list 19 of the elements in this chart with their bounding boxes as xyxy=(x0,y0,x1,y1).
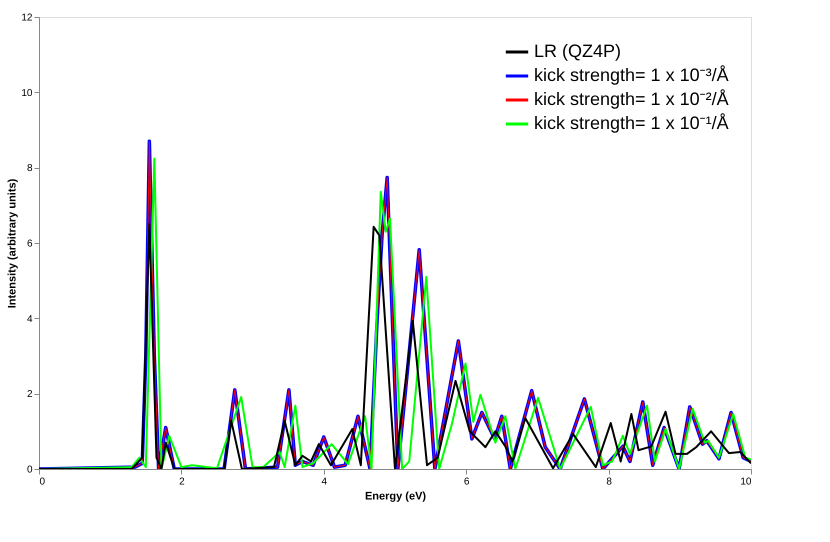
x-tick-label: 0 xyxy=(40,476,46,488)
legend-label: LR (QZ4P) xyxy=(534,41,622,61)
x-tick-label: 6 xyxy=(464,476,470,488)
y-tick-label: 0 xyxy=(26,464,33,476)
y-tick-label: 4 xyxy=(26,314,33,325)
y-tick-label: 8 xyxy=(26,163,33,174)
x-tick-label: 4 xyxy=(322,476,328,488)
legend-label: kick strength= 1 x 10⁻³/Å xyxy=(534,65,729,85)
y-tick-label: 6 xyxy=(26,238,33,250)
y-tick-label: 2 xyxy=(26,389,33,400)
x-tick-label: 10 xyxy=(740,476,752,488)
y-tick-label: 10 xyxy=(21,88,33,99)
legend-label: kick strength= 1 x 10⁻²/Å xyxy=(534,89,729,109)
y-axis-title: Intensity (arbitrary units) xyxy=(6,178,18,308)
legend-label: kick strength= 1 x 10⁻¹/Å xyxy=(534,113,729,133)
x-tick-label: 8 xyxy=(606,476,612,488)
y-tick-label: 12 xyxy=(21,12,33,24)
x-tick-label: 2 xyxy=(179,476,186,488)
x-axis-title: Energy (eV) xyxy=(364,490,426,502)
